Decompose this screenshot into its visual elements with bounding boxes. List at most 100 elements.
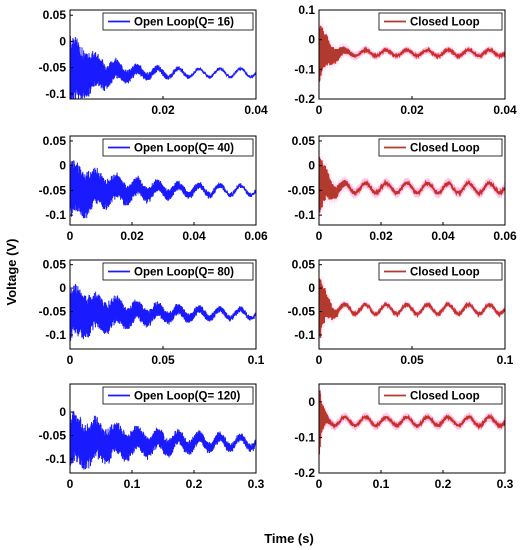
y-tick-label: -0.1 (294, 208, 315, 222)
y-tick-label: 0.05 (292, 134, 316, 148)
legend: Open Loop(Q= 120) (102, 386, 254, 405)
y-tick-label: -0.05 (39, 305, 67, 319)
signal-trace (70, 34, 256, 99)
y-tick-label: 0 (308, 159, 315, 173)
legend: Open Loop(Q= 40) (102, 138, 254, 157)
x-tick-label: 0 (67, 477, 74, 491)
y-tick-label: 0 (59, 34, 66, 48)
legend-label: Open Loop(Q= 120) (134, 391, 241, 403)
legend: Closed Loop (378, 12, 503, 31)
x-tick-label: 0.02 (369, 229, 393, 243)
x-tick-label: 0.1 (373, 477, 390, 491)
y-tick-label: -0.1 (45, 87, 66, 101)
legend-label: Open Loop(Q= 80) (134, 267, 234, 279)
y-tick-label: -0.1 (45, 328, 66, 342)
x-tick-label: 0.04 (493, 103, 517, 117)
y-tick-label: 0 (308, 395, 315, 409)
subplot-2: 0 0.02 0.04 0.1 0 -0.1 -0.2 Closed Loop (294, 3, 517, 117)
y-tick-label: 0 (308, 281, 315, 295)
x-tick-label: 0.06 (244, 229, 268, 243)
signal-trace (319, 10, 505, 99)
y-tick-label: -0.05 (39, 429, 67, 443)
y-tick-label: -0.1 (45, 452, 66, 466)
y-tick-label: -0.05 (39, 61, 67, 75)
closed-loop-line (319, 390, 505, 455)
legend-label: Closed Loop (410, 143, 480, 155)
y-tick-label: 0.05 (43, 258, 67, 272)
subplot-7: 0 0.1 0.2 0.3 0 -0.05 -0.1 Open Loop(Q= 120) (39, 383, 265, 491)
closed-loop-halo (319, 10, 505, 99)
closed-loop-line (319, 278, 505, 338)
x-tick-label: 0.3 (248, 477, 265, 491)
x-tick-label: 0.1 (497, 353, 514, 367)
signal-trace (70, 160, 256, 219)
x-tick-label: 0.06 (493, 229, 517, 243)
x-tick-label: 0.04 (244, 103, 268, 117)
x-tick-label: 0 (316, 477, 323, 491)
legend-label: Closed Loop (410, 17, 480, 29)
y-axis-title: Voltage (V) (4, 239, 19, 306)
y-tick-label: -0.1 (294, 328, 315, 342)
y-tick-label: 0 (308, 33, 315, 47)
closed-loop-line (319, 156, 505, 213)
legend: Closed Loop (378, 138, 503, 157)
signal-trace (319, 260, 505, 349)
open-loop-line (70, 34, 256, 99)
x-tick-label: 0 (316, 229, 323, 243)
open-loop-line (70, 411, 256, 470)
legend-label: Open Loop(Q= 16) (134, 17, 234, 29)
y-tick-label: 0.05 (292, 258, 316, 272)
y-tick-label: 0 (59, 405, 66, 419)
x-tick-label: 0 (67, 229, 74, 243)
x-tick-label: 0 (67, 353, 74, 367)
open-loop-line (70, 160, 256, 219)
y-tick-label: -0.05 (288, 305, 316, 319)
subplot-1: 0.02 0.04 0.05 0 -0.05 -0.1 Open Loop(Q= 16) (39, 8, 268, 117)
closed-loop-line (319, 25, 505, 82)
x-tick-label: 0.04 (431, 229, 455, 243)
x-tick-label: 0.02 (120, 229, 144, 243)
y-tick-label: 0.05 (43, 8, 67, 22)
subplot-3: 0 0.02 0.04 0.06 0.05 0 -0.05 -0.1 Open Loop(Q= … (39, 134, 268, 243)
x-tick-label: 0.1 (248, 353, 265, 367)
legend-label: Closed Loop (410, 391, 480, 403)
signal-trace (319, 384, 505, 473)
closed-loop-halo (319, 136, 505, 225)
x-tick-label: 0.2 (186, 477, 203, 491)
x-tick-label: 0.02 (151, 103, 175, 117)
x-axis-title: Time (s) (264, 531, 314, 546)
y-tick-label: -0.2 (294, 92, 315, 106)
y-tick-label: 0 (59, 159, 66, 173)
plot-frame (69, 383, 257, 474)
y-tick-label: -0.1 (294, 430, 315, 444)
x-tick-label: 0 (316, 103, 323, 117)
legend: Closed Loop (378, 262, 503, 281)
y-tick-label: -0.05 (288, 183, 316, 197)
open-loop-line (70, 283, 256, 341)
y-tick-label: -0.1 (45, 208, 66, 222)
x-tick-label: 0 (316, 353, 323, 367)
signal-trace (70, 283, 256, 341)
legend: Closed Loop (378, 386, 503, 405)
legend-label: Closed Loop (410, 267, 480, 279)
x-tick-label: 0.05 (400, 353, 424, 367)
y-tick-label: -0.05 (39, 183, 67, 197)
legend: Open Loop(Q= 16) (102, 12, 254, 31)
signal-trace (70, 411, 256, 470)
x-tick-label: 0.2 (435, 477, 452, 491)
y-tick-label: -0.2 (294, 466, 315, 480)
y-tick-label: -0.1 (294, 62, 315, 76)
y-tick-label: 0.1 (298, 3, 315, 17)
x-tick-label: 0.1 (124, 477, 141, 491)
x-tick-label: 0.05 (151, 353, 175, 367)
subplot-6: 0 0.05 0.1 0.05 0 -0.05 -0.1 Closed Loop (288, 258, 514, 367)
subplot-4: 0 0.02 0.04 0.06 0.05 0 -0.05 -0.1 Closed Loop (288, 134, 517, 243)
legend: Open Loop(Q= 80) (102, 262, 254, 281)
legend-label: Open Loop(Q= 40) (134, 143, 234, 155)
plot-frame (318, 383, 506, 474)
y-tick-label: 0 (59, 281, 66, 295)
plot-frame (318, 135, 506, 226)
x-tick-label: 0.04 (182, 229, 206, 243)
